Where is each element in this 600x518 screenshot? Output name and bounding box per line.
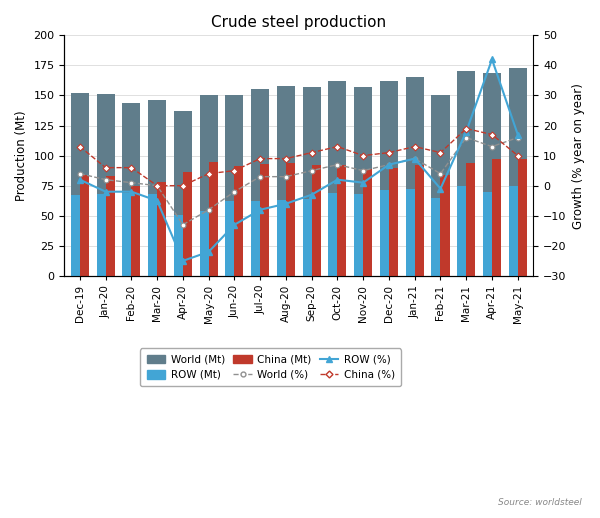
Bar — [302, 199, 311, 276]
Bar — [97, 94, 115, 276]
Bar — [260, 164, 269, 276]
Bar — [183, 172, 192, 276]
Bar — [389, 168, 398, 276]
Bar — [148, 100, 166, 276]
Bar — [302, 87, 321, 276]
Bar — [483, 73, 501, 276]
Bar — [174, 111, 192, 276]
Text: Source: worldsteel: Source: worldsteel — [498, 498, 582, 507]
Bar — [337, 165, 346, 276]
Bar — [509, 68, 527, 276]
Bar — [431, 95, 449, 276]
Bar — [251, 90, 269, 276]
Bar — [106, 176, 115, 276]
Bar — [277, 86, 295, 276]
Bar — [518, 159, 527, 276]
Bar — [457, 185, 466, 276]
Bar — [286, 163, 295, 276]
Bar — [440, 175, 449, 276]
Bar — [457, 71, 475, 276]
Bar — [483, 192, 492, 276]
Bar — [122, 103, 140, 276]
Bar — [122, 193, 131, 276]
Bar — [226, 202, 235, 276]
Title: Crude steel production: Crude steel production — [211, 15, 386, 30]
Bar — [200, 211, 209, 276]
Bar — [277, 200, 286, 276]
Bar — [200, 95, 218, 276]
Bar — [71, 195, 80, 276]
Bar — [380, 81, 398, 276]
Bar — [209, 162, 218, 276]
Bar — [415, 165, 424, 276]
Bar — [174, 214, 183, 276]
Bar — [431, 198, 440, 276]
Bar — [97, 194, 106, 276]
Bar — [226, 95, 244, 276]
Bar — [406, 77, 424, 276]
Bar — [354, 87, 372, 276]
Bar — [363, 169, 372, 276]
Bar — [466, 163, 475, 276]
Bar — [71, 93, 89, 276]
Bar — [235, 166, 244, 276]
Bar — [380, 191, 389, 276]
Bar — [328, 193, 337, 276]
Bar — [131, 185, 140, 276]
Bar — [148, 194, 157, 276]
Bar — [157, 182, 166, 276]
Legend: World (Mt), ROW (Mt), China (Mt), World (%), ROW (%), China (%): World (Mt), ROW (Mt), China (Mt), World … — [140, 349, 401, 386]
Y-axis label: Production (Mt): Production (Mt) — [15, 110, 28, 201]
Bar — [509, 185, 518, 276]
Bar — [311, 165, 321, 276]
Bar — [80, 175, 89, 276]
Bar — [406, 189, 415, 276]
Bar — [251, 202, 260, 276]
Bar — [328, 81, 346, 276]
Bar — [492, 159, 501, 276]
Bar — [354, 194, 363, 276]
Y-axis label: Growth (% year on year): Growth (% year on year) — [572, 83, 585, 228]
